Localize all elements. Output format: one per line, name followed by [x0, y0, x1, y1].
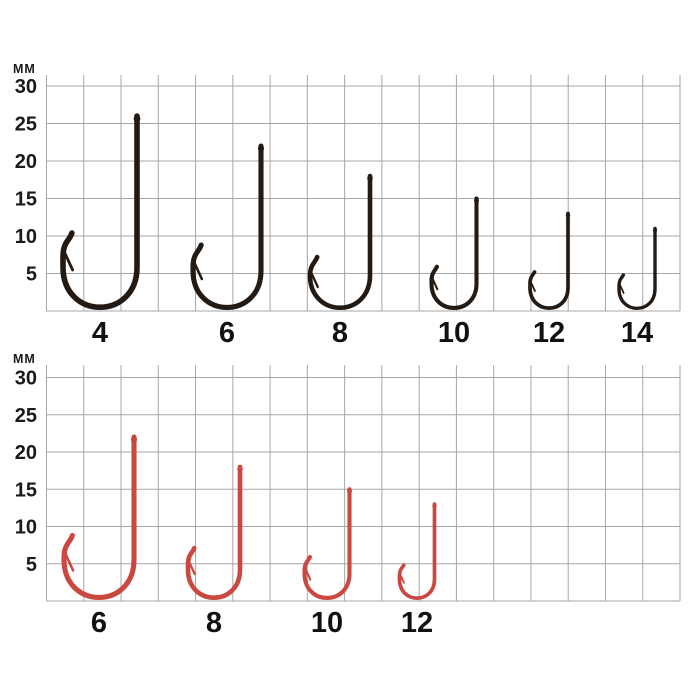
hook-shank-end — [130, 436, 138, 443]
hook-body — [397, 502, 437, 600]
hook-barb — [310, 271, 319, 289]
hook-barb — [63, 250, 75, 272]
hook-barb — [529, 280, 536, 292]
hook-size-6-black-hooks — [190, 143, 265, 310]
hook-shank-end — [347, 488, 352, 494]
size-label-6: 6 — [219, 317, 235, 349]
size-label-12: 12 — [401, 607, 433, 639]
axis-tick-label-5: 5 — [26, 554, 37, 576]
hook-shank-end — [474, 198, 479, 204]
axis-tick-label-15: 15 — [15, 189, 37, 211]
hook-shank-end — [652, 228, 658, 233]
hook-size-8-black-hooks — [307, 173, 373, 310]
axis-tick-label-15: 15 — [15, 479, 37, 501]
hook-barb — [431, 277, 439, 291]
axis-tick-label-25: 25 — [15, 405, 37, 427]
size-label-6: 6 — [91, 607, 107, 639]
hook-barb — [64, 552, 75, 572]
hook-body — [60, 113, 140, 310]
size-label-8: 8 — [206, 607, 222, 639]
axis-tick-label-10: 10 — [15, 226, 37, 248]
hook-shank-end — [133, 115, 141, 123]
hook-shank-end — [432, 503, 437, 509]
hook-size-10-black-hooks — [429, 196, 479, 310]
hook-body — [190, 143, 264, 310]
hook-body — [185, 464, 243, 600]
size-label-14: 14 — [621, 317, 653, 349]
hook-body — [302, 487, 352, 600]
axis-tick-label-25: 25 — [15, 114, 37, 136]
red-hooks-panel: MM 30 25 20 15 10 5 6 8 10 12 — [13, 352, 681, 639]
axis-tick-label-5: 5 — [26, 264, 37, 286]
hook-size-10-red-hooks — [302, 487, 352, 600]
hook-body — [617, 226, 657, 310]
axis-tick-label-30: 30 — [15, 368, 37, 390]
axis-tick-label-20: 20 — [15, 442, 37, 464]
hook-size-12-red-hooks — [397, 502, 437, 600]
axis-tick-label-30: 30 — [15, 76, 37, 98]
hook-body — [429, 196, 479, 310]
hook-shank-end — [565, 213, 571, 218]
size-label-4: 4 — [92, 317, 108, 349]
mm-unit-label: MM — [13, 352, 36, 366]
hook-body — [307, 173, 373, 310]
hook-barb — [193, 261, 204, 281]
hook-shank-end — [367, 175, 373, 182]
hook-barb — [618, 283, 625, 294]
hook-body — [528, 211, 570, 310]
axis-tick-label-20: 20 — [15, 151, 37, 173]
size-label-12: 12 — [533, 317, 565, 349]
hook-size-8-red-hooks — [185, 464, 243, 600]
size-label-8: 8 — [332, 317, 348, 349]
hook-barb — [399, 573, 405, 584]
mm-unit-label: MM — [13, 62, 36, 76]
hook-shank-end — [237, 466, 243, 472]
hook-size-6-red-hooks — [61, 434, 138, 600]
hook-size-4-black-hooks — [60, 113, 141, 310]
hook-barb — [187, 560, 196, 576]
hook-size-12-black-hooks — [528, 211, 571, 310]
hook-barb — [304, 567, 312, 581]
size-label-10: 10 — [311, 607, 343, 639]
hook-size-14-black-hooks — [617, 226, 658, 310]
size-label-10: 10 — [438, 317, 470, 349]
hook-shank-end — [257, 145, 265, 152]
hook-body — [61, 434, 137, 600]
axis-tick-label-10: 10 — [15, 517, 37, 539]
